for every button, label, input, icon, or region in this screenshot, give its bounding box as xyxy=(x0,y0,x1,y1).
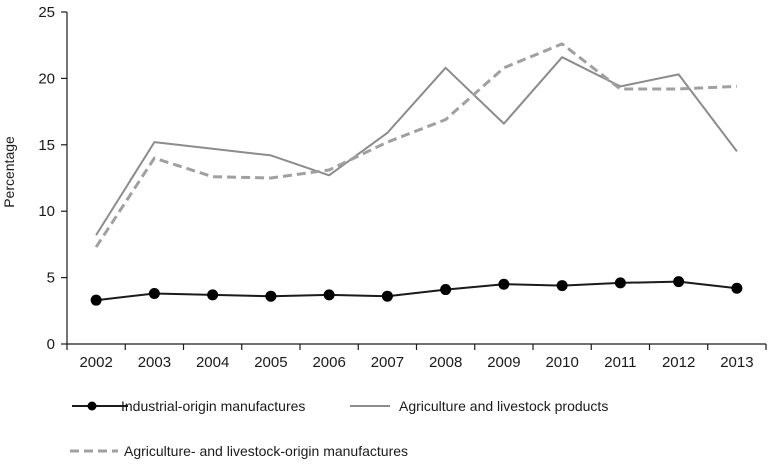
data-point-0-1 xyxy=(148,288,160,300)
data-point-0-6 xyxy=(440,284,452,296)
x-tick-label: 2005 xyxy=(254,354,287,371)
x-tick-label: 2006 xyxy=(312,354,345,371)
plot-area xyxy=(90,42,743,306)
x-tick-label: 2004 xyxy=(196,354,229,371)
legend-label-agri-products: Agriculture and livestock products xyxy=(399,398,608,414)
y-tick-label: 5 xyxy=(47,270,55,287)
x-tick-label: 2007 xyxy=(371,354,404,371)
legend-item-industrial: Industrial-origin manufactures xyxy=(72,398,305,414)
legend: Industrial-origin manufactures Agricultu… xyxy=(70,398,608,459)
data-point-0-9 xyxy=(614,277,626,289)
legend-label-industrial: Industrial-origin manufactures xyxy=(121,398,305,414)
x-axis: 2002 2003 2004 2005 2006 2007 2008 2009 2010 2011… xyxy=(66,343,767,371)
x-tick-label: 2010 xyxy=(545,354,578,371)
x-tick-label: 2003 xyxy=(138,354,171,371)
x-tick-label: 2013 xyxy=(720,354,753,371)
data-point-0-2 xyxy=(207,289,219,301)
data-point-0-4 xyxy=(323,289,335,301)
data-point-0-7 xyxy=(498,278,510,290)
y-axis: 0 5 10 15 20 25 Percentage xyxy=(1,4,68,353)
y-tick-label: 0 xyxy=(47,336,55,353)
series-line-2 xyxy=(94,42,737,248)
x-tick-label: 2008 xyxy=(429,354,462,371)
y-axis-title: Percentage xyxy=(1,136,17,208)
legend-item-agri-products: Agriculture and livestock products xyxy=(350,398,608,414)
x-tick-label: 2012 xyxy=(662,354,695,371)
legend-label-agri-manufactures: Agriculture- and livestock-origin manufa… xyxy=(124,443,408,459)
data-point-0-0 xyxy=(90,294,102,306)
x-tick-label: 2011 xyxy=(604,354,636,371)
data-point-0-3 xyxy=(265,290,277,302)
x-tick-label: 2002 xyxy=(79,354,112,371)
y-ticks: 0 5 10 15 20 25 xyxy=(38,4,67,353)
data-point-0-8 xyxy=(556,280,568,292)
data-point-0-11 xyxy=(731,282,743,294)
x-tick-label: 2009 xyxy=(487,354,520,371)
legend-marker-industrial xyxy=(87,401,97,411)
y-tick-label: 25 xyxy=(38,4,55,21)
y-tick-label: 20 xyxy=(38,70,55,87)
x-ticks: 2002 2003 2004 2005 2006 2007 2008 2009 2010 2011… xyxy=(66,344,767,371)
data-point-0-10 xyxy=(673,276,685,288)
y-tick-label: 10 xyxy=(38,203,55,220)
data-point-0-5 xyxy=(381,290,393,302)
y-tick-label: 15 xyxy=(38,137,55,154)
series-line-1 xyxy=(95,56,738,236)
legend-item-agri-manufactures: Agriculture- and livestock-origin manufa… xyxy=(70,443,408,459)
series-line-0 xyxy=(95,280,738,302)
